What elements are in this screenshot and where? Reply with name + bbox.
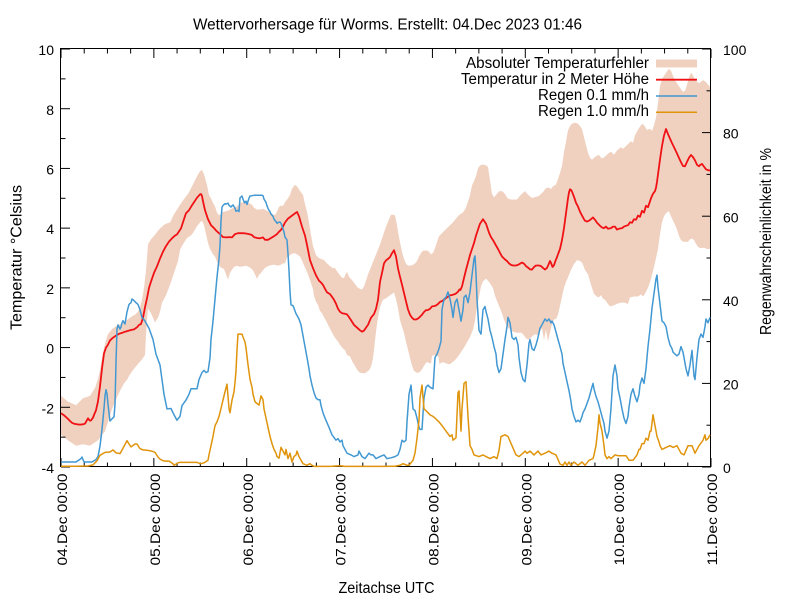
svg-text:11.Dec 00:00: 11.Dec 00:00: [704, 473, 720, 565]
svg-text:08.Dec 00:00: 08.Dec 00:00: [426, 473, 442, 565]
svg-text:40: 40: [723, 293, 739, 309]
svg-text:07.Dec 00:00: 07.Dec 00:00: [333, 473, 349, 565]
svg-text:04.Dec 00:00: 04.Dec 00:00: [54, 473, 70, 565]
svg-text:0: 0: [46, 341, 54, 357]
svg-text:Regen 0.1 mm/h: Regen 0.1 mm/h: [538, 87, 649, 104]
svg-text:100: 100: [723, 42, 747, 58]
svg-text:Regenwahrscheinlichkeit in %: Regenwahrscheinlichkeit in %: [758, 148, 775, 335]
svg-text:-2: -2: [42, 400, 55, 416]
svg-text:Absoluter Temperaturfehler: Absoluter Temperaturfehler: [466, 55, 649, 72]
svg-text:6: 6: [46, 162, 54, 178]
svg-text:8: 8: [46, 102, 54, 118]
svg-text:Temperatur °Celsius: Temperatur °Celsius: [9, 185, 26, 330]
svg-text:09.Dec 00:00: 09.Dec 00:00: [518, 473, 534, 565]
svg-text:Zeitachse UTC: Zeitachse UTC: [339, 580, 435, 597]
svg-text:-4: -4: [42, 460, 55, 476]
svg-text:10.Dec 00:00: 10.Dec 00:00: [611, 473, 627, 565]
svg-text:4: 4: [46, 221, 54, 237]
svg-text:Temperatur in 2 Meter Höhe: Temperatur in 2 Meter Höhe: [461, 71, 649, 88]
svg-text:05.Dec 00:00: 05.Dec 00:00: [147, 473, 163, 565]
svg-text:Regen 1.0 mm/h: Regen 1.0 mm/h: [538, 103, 649, 120]
svg-text:Wettervorhersage für Worms. Er: Wettervorhersage für Worms. Erstellt: 04…: [193, 17, 582, 34]
svg-text:80: 80: [723, 126, 739, 142]
svg-text:60: 60: [723, 209, 739, 225]
svg-text:0: 0: [723, 460, 731, 476]
svg-text:10: 10: [38, 42, 54, 58]
svg-text:20: 20: [723, 377, 739, 393]
svg-text:06.Dec 00:00: 06.Dec 00:00: [240, 473, 256, 565]
svg-text:2: 2: [46, 281, 54, 297]
